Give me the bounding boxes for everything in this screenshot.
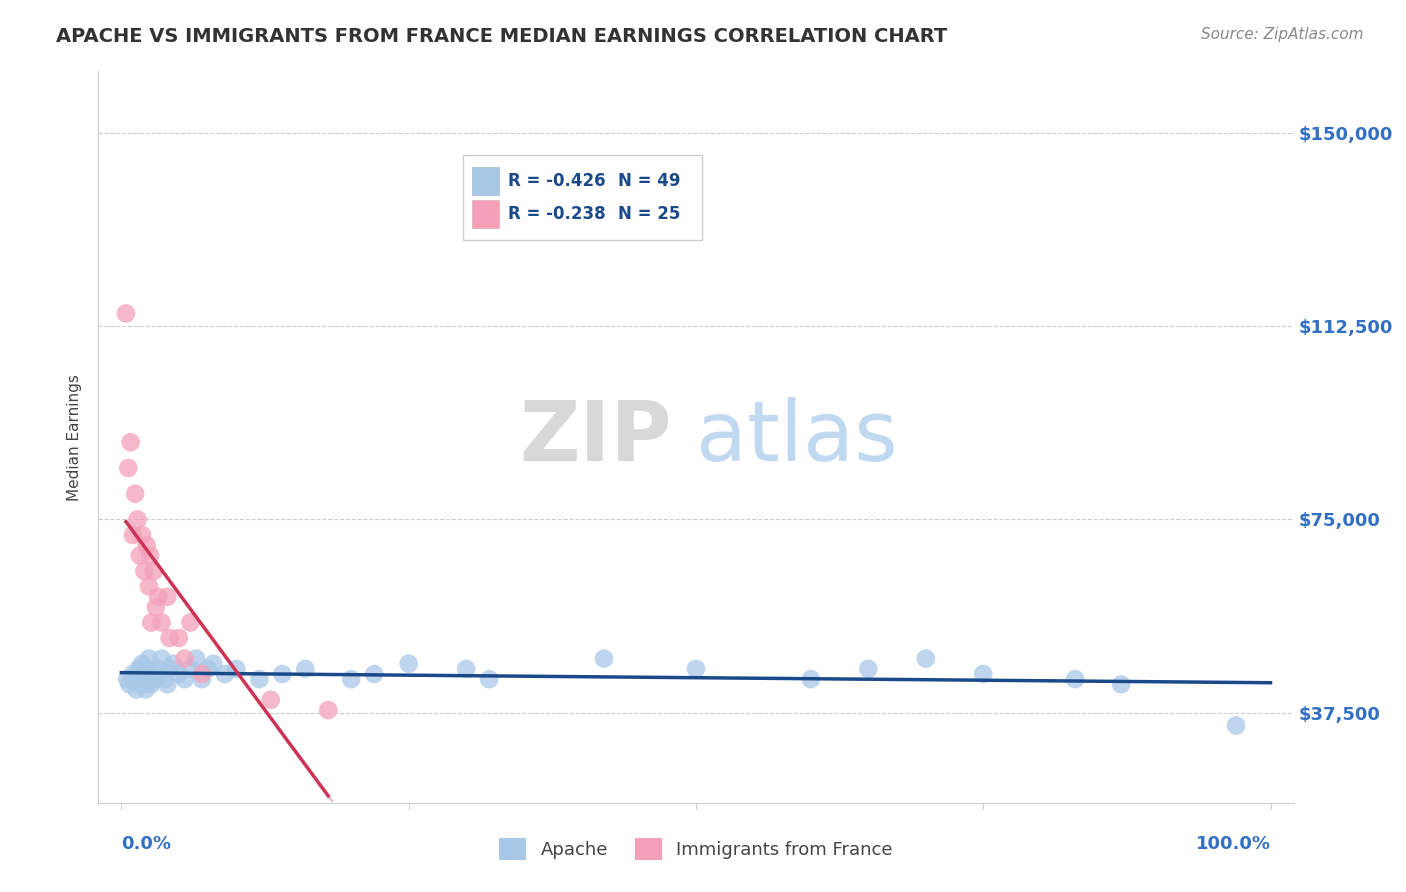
Point xyxy=(125,682,148,697)
Point xyxy=(167,631,190,645)
Point xyxy=(214,667,236,681)
Point xyxy=(131,528,153,542)
Point xyxy=(1225,718,1247,732)
Point xyxy=(124,672,146,686)
Point xyxy=(131,657,153,671)
Point xyxy=(173,672,195,686)
Point xyxy=(142,564,165,578)
Point xyxy=(128,662,150,676)
Point xyxy=(478,672,501,686)
Point xyxy=(139,672,162,686)
Point xyxy=(134,564,156,578)
Point xyxy=(800,672,823,686)
Point xyxy=(340,672,363,686)
Point xyxy=(132,677,155,691)
Bar xyxy=(472,167,499,195)
Point xyxy=(260,693,283,707)
Point xyxy=(145,672,167,686)
Point xyxy=(135,538,157,552)
Text: Source: ZipAtlas.com: Source: ZipAtlas.com xyxy=(1201,27,1364,42)
Point xyxy=(162,657,184,671)
Point xyxy=(135,662,157,676)
Point xyxy=(202,657,225,671)
Point xyxy=(148,590,170,604)
Point xyxy=(972,667,994,681)
Point xyxy=(124,487,146,501)
Point xyxy=(363,667,385,681)
Point xyxy=(115,672,138,686)
Text: R = -0.238: R = -0.238 xyxy=(509,205,606,223)
Text: ZIP: ZIP xyxy=(520,397,672,477)
Point xyxy=(685,662,707,676)
Point xyxy=(142,667,165,681)
Point xyxy=(118,677,141,691)
Point xyxy=(247,672,270,686)
Point xyxy=(167,667,190,681)
Point xyxy=(139,549,162,563)
Text: N = 49: N = 49 xyxy=(619,172,681,190)
Point xyxy=(150,615,173,630)
Point xyxy=(153,672,176,686)
Point xyxy=(197,662,219,676)
Point xyxy=(148,662,170,676)
Point xyxy=(179,615,201,630)
Point xyxy=(156,677,179,691)
Point xyxy=(150,651,173,665)
Text: N = 25: N = 25 xyxy=(619,205,681,223)
Bar xyxy=(472,200,499,227)
Point xyxy=(294,662,316,676)
Legend: Apache, Immigrants from France: Apache, Immigrants from France xyxy=(492,830,900,867)
Point xyxy=(159,662,181,676)
Point xyxy=(173,651,195,665)
Point xyxy=(115,306,138,320)
Point xyxy=(159,631,181,645)
Text: 0.0%: 0.0% xyxy=(121,835,172,853)
Point xyxy=(184,651,207,665)
FancyBboxPatch shape xyxy=(463,155,702,240)
Point xyxy=(179,662,201,676)
Point xyxy=(127,512,149,526)
Point xyxy=(593,651,616,665)
Point xyxy=(271,667,294,681)
Text: atlas: atlas xyxy=(696,397,897,477)
Point xyxy=(191,667,214,681)
Point xyxy=(1064,672,1087,686)
Point xyxy=(398,657,420,671)
Text: APACHE VS IMMIGRANTS FROM FRANCE MEDIAN EARNINGS CORRELATION CHART: APACHE VS IMMIGRANTS FROM FRANCE MEDIAN … xyxy=(56,27,948,45)
Point xyxy=(225,662,247,676)
Point xyxy=(128,667,150,681)
Point xyxy=(141,615,163,630)
Point xyxy=(914,651,936,665)
Point xyxy=(858,662,880,676)
Point xyxy=(117,461,139,475)
Text: 100.0%: 100.0% xyxy=(1195,835,1271,853)
Point xyxy=(134,672,156,686)
Text: R = -0.426: R = -0.426 xyxy=(509,172,606,190)
Y-axis label: Median Earnings: Median Earnings xyxy=(67,374,83,500)
Point xyxy=(122,528,145,542)
Point xyxy=(138,651,160,665)
Point xyxy=(456,662,478,676)
Point xyxy=(120,435,142,450)
Point xyxy=(1109,677,1132,691)
Point xyxy=(156,590,179,604)
Point xyxy=(141,677,163,691)
Point xyxy=(145,600,167,615)
Point xyxy=(138,579,160,593)
Point xyxy=(128,549,150,563)
Point xyxy=(122,667,145,681)
Point xyxy=(191,672,214,686)
Point xyxy=(316,703,339,717)
Point xyxy=(135,682,157,697)
